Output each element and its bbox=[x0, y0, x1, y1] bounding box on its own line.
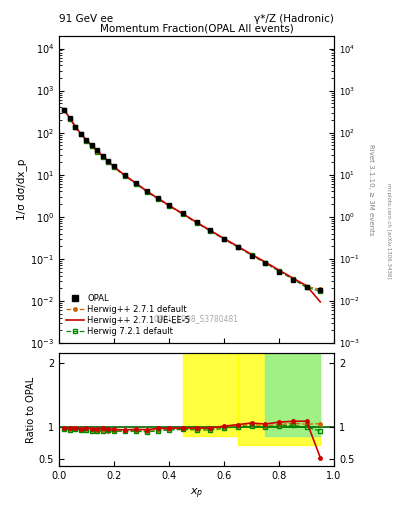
Text: γ*/Z (Hadronic): γ*/Z (Hadronic) bbox=[254, 13, 334, 24]
Y-axis label: Rivet 3.1.10, ≥ 3M events: Rivet 3.1.10, ≥ 3M events bbox=[368, 144, 374, 235]
Text: mcplots.cern.ch [arXiv:1306.3436]: mcplots.cern.ch [arXiv:1306.3436] bbox=[386, 183, 391, 278]
Y-axis label: 1/σ dσ/dx_p: 1/σ dσ/dx_p bbox=[17, 159, 28, 220]
Text: OPAL_1998_S3780481: OPAL_1998_S3780481 bbox=[154, 314, 239, 323]
Y-axis label: Ratio to OPAL: Ratio to OPAL bbox=[26, 376, 36, 443]
Legend: OPAL, Herwig++ 2.7.1 default, Herwig++ 2.7.1 UE-EE-5, Herwig 7.2.1 default: OPAL, Herwig++ 2.7.1 default, Herwig++ 2… bbox=[63, 292, 193, 339]
Title: Momentum Fraction(OPAL All events): Momentum Fraction(OPAL All events) bbox=[99, 24, 294, 34]
Text: 91 GeV ee: 91 GeV ee bbox=[59, 13, 113, 24]
X-axis label: $x_p$: $x_p$ bbox=[190, 486, 203, 501]
